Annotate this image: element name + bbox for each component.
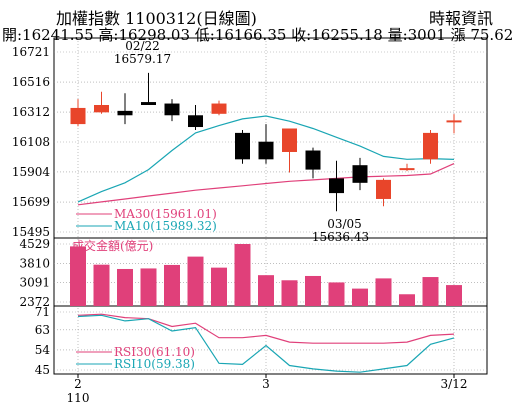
annotation-value: 16579.17 <box>114 52 171 66</box>
ohlc-summary: 開:16241.55 高:16298.03 低:16166.35 收:16255… <box>2 26 514 44</box>
x-year-label: 110 <box>67 391 90 405</box>
legend-label: MA10(15989.32) <box>114 219 217 233</box>
volume-bar <box>305 275 321 306</box>
annotation-date: 03/05 <box>327 217 362 231</box>
x-tick-label: 3 <box>262 377 270 391</box>
candle-body <box>117 110 133 116</box>
candle-body <box>329 178 344 194</box>
candle-body <box>70 107 86 125</box>
volume-bar <box>211 267 227 306</box>
y-tick-label: 3091 <box>19 276 50 290</box>
candle-body <box>94 105 109 113</box>
legend-label: RSI10(59.38) <box>114 357 195 371</box>
volume-bar <box>399 294 415 306</box>
candle-body <box>282 128 297 152</box>
volume-bar <box>422 277 439 306</box>
volume-bar <box>93 264 110 306</box>
y-tick-label: 63 <box>35 323 50 337</box>
volume-bar <box>187 256 204 306</box>
y-tick-label: 2372 <box>19 295 50 309</box>
volume-bar <box>375 278 392 306</box>
legend-label: MA30(15961.01) <box>114 207 217 221</box>
y-tick-label: 16108 <box>12 135 50 149</box>
volume-bar <box>234 244 251 306</box>
candle-body <box>188 115 203 128</box>
chart-title: 加權指數 1100312(日線圖) <box>56 9 257 28</box>
y-tick-label: 45 <box>35 363 50 377</box>
y-tick-label: 16516 <box>12 75 50 89</box>
candle-body <box>235 132 250 160</box>
y-tick-label: 15495 <box>12 225 50 239</box>
y-tick-label: 3810 <box>19 256 50 270</box>
volume-bar <box>446 285 462 306</box>
candle-body <box>352 165 368 183</box>
legend-label: RSI30(61.10) <box>114 345 195 359</box>
candle-body <box>423 132 438 160</box>
ma30-line <box>77 163 455 206</box>
y-tick-label: 71 <box>35 305 50 319</box>
volume-bar <box>117 268 133 306</box>
y-tick-label: 16721 <box>12 45 50 59</box>
y-tick-label: 4529 <box>19 237 50 251</box>
volume-bar <box>164 264 180 306</box>
rsi-line <box>77 313 455 344</box>
ma10-line <box>77 115 455 203</box>
y-tick-label: 15904 <box>12 165 51 179</box>
volume-bar <box>258 275 274 306</box>
y-tick-label: 16312 <box>12 105 50 119</box>
y-tick-label: 54 <box>35 343 51 357</box>
candle-body <box>211 103 227 114</box>
candle-body <box>376 179 391 199</box>
annotation-date: 02/22 <box>125 39 160 53</box>
source-label: 時報資訊 <box>428 9 493 28</box>
candle-body <box>305 150 321 170</box>
candle-body <box>141 102 156 106</box>
volume-bar <box>328 282 345 306</box>
annotation-value: 15636.43 <box>312 230 369 244</box>
volume-bar <box>140 268 157 306</box>
volume-bar <box>70 246 86 306</box>
candle-body <box>446 120 462 123</box>
candle-body <box>258 141 274 160</box>
x-tick-label: 3/12 <box>441 377 468 391</box>
rsi-line <box>77 314 455 373</box>
candle-body <box>164 103 180 116</box>
y-tick-label: 15699 <box>12 195 50 209</box>
volume-title: 成交金額(億元) <box>72 238 153 253</box>
x-tick-label: 2 <box>74 377 82 391</box>
candle-body <box>399 168 415 171</box>
volume-bar <box>281 280 298 306</box>
volume-bar <box>352 288 368 306</box>
